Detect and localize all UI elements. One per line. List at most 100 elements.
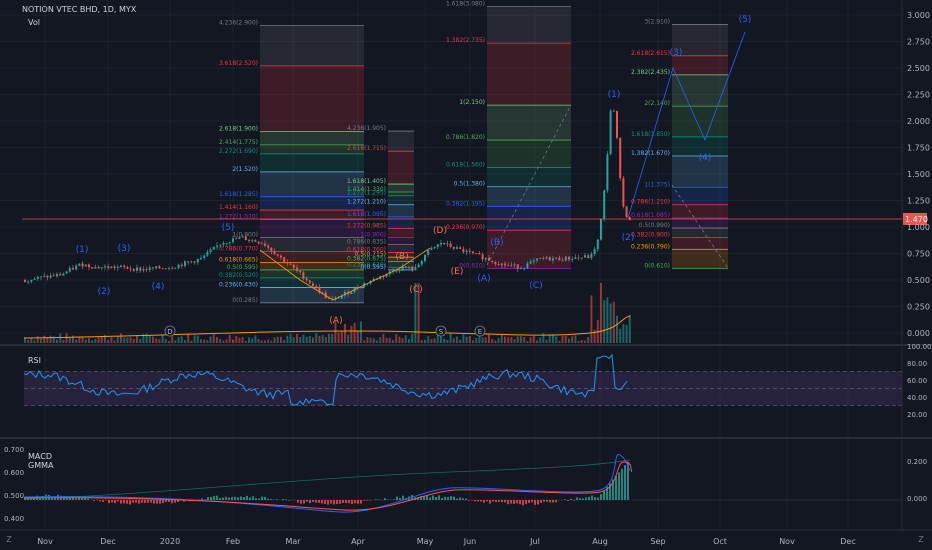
candle-body [484, 257, 487, 260]
zoom-left-button[interactable]: Z [6, 535, 12, 544]
candle-body [513, 264, 516, 266]
macd-histogram-bar [99, 500, 101, 502]
volume-bar [219, 338, 222, 343]
volume-bar [433, 338, 436, 343]
volume-bar [334, 321, 337, 343]
volume-bar [558, 340, 561, 343]
macd-histogram-bar [453, 496, 455, 500]
volume-bar [481, 337, 484, 343]
candle-body [494, 262, 497, 265]
event-marker-label: E [478, 328, 482, 336]
macd-histogram-bar [183, 500, 185, 502]
last-price-value: 1.470 [905, 215, 928, 224]
volume-bar [340, 331, 343, 343]
volume-bar [193, 335, 196, 343]
candle-body [308, 280, 311, 284]
price-tick: 0.000 [907, 329, 930, 338]
fib-band [260, 210, 364, 220]
candle-body [180, 264, 183, 267]
fib-band [260, 144, 364, 154]
candle-body [328, 297, 330, 299]
volume-bar [190, 340, 193, 343]
macd-histogram-bar [495, 500, 497, 503]
price-tick: 1.750 [907, 144, 930, 153]
candle-body [62, 273, 65, 276]
volume-bar [545, 339, 548, 343]
candle-body [212, 246, 215, 250]
macd-histogram-bar [489, 500, 491, 504]
volume-bar [580, 340, 583, 343]
fib-band [672, 106, 728, 137]
candle-body [587, 255, 590, 258]
macd-histogram-bar [93, 500, 95, 501]
candle-body [382, 276, 385, 277]
fib-label: 2.414(1.775) [219, 139, 258, 146]
fib-band [260, 219, 364, 238]
candle-body [276, 254, 279, 256]
candle-body [481, 254, 484, 260]
candle-body [216, 245, 218, 247]
volume-bar [296, 333, 298, 343]
volume-bar [187, 333, 190, 343]
candle-body [510, 265, 513, 266]
fib-label: 0(0.610) [644, 262, 670, 269]
volume-bar [555, 336, 558, 343]
macd-histogram-bar [609, 483, 611, 500]
volume-bar [264, 340, 266, 343]
candle-body [523, 267, 526, 269]
macd-histogram-bar [111, 500, 113, 503]
wave-label: (2) [98, 287, 111, 297]
candle-body [164, 268, 167, 270]
macd-histogram-bar [132, 500, 134, 503]
candle-body [520, 268, 522, 270]
macd-histogram-bar [177, 500, 179, 502]
elliott-waves[interactable]: (1) (2) (3) (4) (5) (A) (B) (C) (D) (E) (A) (B) (C) (… [76, 15, 752, 326]
candle-body [193, 261, 196, 263]
volume-bar [136, 335, 138, 343]
candle-body [340, 295, 343, 299]
volume-bar [238, 337, 241, 343]
candle-body [46, 275, 49, 278]
candle-body [414, 267, 417, 271]
volume-bar [561, 336, 564, 343]
symbol-title[interactable]: NOTION VTEC BHD, 1D, MYX [22, 5, 137, 14]
wave-label: (4) [152, 282, 165, 292]
macd-histogram-bar [438, 495, 440, 500]
zoom-right-button[interactable]: Z [918, 535, 924, 544]
candle-body [289, 263, 292, 265]
macd-histogram-bar [126, 500, 128, 504]
volume-bar [337, 332, 340, 343]
candle-body [596, 239, 599, 250]
time-tick: Feb [226, 537, 240, 546]
price-tick: 0.500 [907, 276, 930, 285]
macd-histogram-bar [525, 500, 527, 504]
fib-band [260, 237, 364, 252]
volume-bar [395, 334, 398, 343]
fibonacci-retracements[interactable]: 4.236(2.900) 3.618(2.520) 2.618(1.900) 2.41… [219, 1, 728, 304]
macd-histogram-bar [420, 495, 422, 500]
volume-bar [46, 337, 49, 343]
fib-label: 0.786(0.770) [219, 245, 258, 252]
macd-histogram-bar [501, 500, 503, 503]
price-tick: 2.250 [907, 91, 930, 100]
volume-bars [23, 283, 631, 343]
fib-label: 0.5(0.715) [355, 251, 386, 258]
volume-bar [142, 334, 145, 343]
volume-bar [228, 334, 231, 343]
fib-label: 0(0.610) [459, 262, 485, 269]
volume-bar [120, 333, 122, 343]
candle-body [590, 254, 593, 258]
volume-bar [491, 339, 494, 343]
candle-body [72, 268, 74, 270]
fib-band [388, 257, 414, 262]
wave-label: (4) [699, 153, 712, 163]
candle-body [433, 246, 436, 249]
volume-bar [510, 337, 513, 343]
macd-histogram-bar [450, 496, 452, 500]
volume-bar [552, 334, 554, 343]
macd-histogram-bar [498, 500, 500, 502]
macd-histogram-bar [333, 500, 335, 505]
candle-body [420, 261, 423, 265]
